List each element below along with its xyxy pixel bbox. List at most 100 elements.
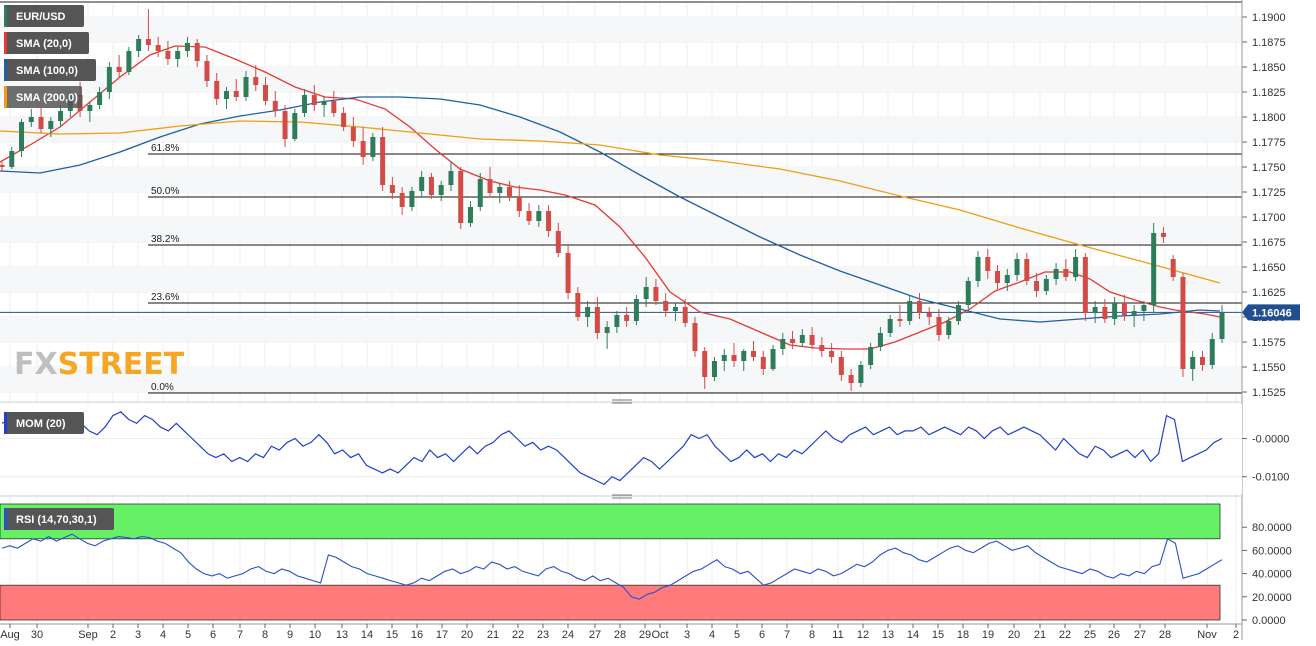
- candle-body: [116, 67, 122, 72]
- fibonacci-levels: 61.8% 50.0% 38.2% 23.6% 0.0%: [0, 143, 1242, 394]
- time-axis-label: 3: [684, 629, 690, 641]
- candle-body: [302, 95, 308, 113]
- splitter-handle-2[interactable]: [612, 494, 632, 499]
- candle-body: [507, 187, 513, 197]
- price-axis-label: 1.1700: [1252, 212, 1286, 224]
- candle-body: [58, 111, 64, 121]
- price-band: [0, 17, 1242, 42]
- candle-body: [672, 307, 678, 311]
- time-axis-label: 11: [832, 629, 843, 641]
- price-band: [0, 367, 1242, 392]
- rsi-axis-label: 20.0000: [1252, 592, 1292, 604]
- time-axis-label: 28: [614, 629, 626, 641]
- candle-body: [692, 323, 698, 351]
- time-axis-label: 28: [1159, 629, 1171, 641]
- candle-body: [1112, 303, 1118, 319]
- candle-body: [897, 319, 903, 321]
- splitter-handle-1[interactable]: [612, 399, 632, 404]
- time-axis-label: 13: [336, 629, 348, 641]
- time-axis-label: 7: [237, 629, 243, 641]
- candle-body: [760, 357, 766, 369]
- price-axis: 1.1900 1.1875 1.1850 1.1825 1.1800 1.1775 1.17…: [1242, 12, 1286, 399]
- current-price-tag: 1.16046: [1242, 304, 1300, 321]
- fxstreet-watermark: FXSTREET: [14, 347, 185, 382]
- time-axis-label: 25: [1084, 629, 1096, 641]
- time-axis: Aug 30 Sep 2 3 4 5 6 7 8 9 10 13 14 15 16 17 20 21 22 23 24 27…: [0, 623, 1242, 641]
- candle-body: [721, 355, 727, 361]
- candle-body: [497, 187, 503, 193]
- rsi-axis-label: 80.0000: [1252, 522, 1292, 534]
- candle-body: [829, 351, 835, 357]
- time-axis-label: 12: [857, 629, 869, 641]
- candle-body: [233, 91, 239, 97]
- price-axis-label: 1.1825: [1252, 87, 1286, 99]
- candle-body: [975, 257, 981, 281]
- candle-body: [1151, 233, 1157, 305]
- price-band: [0, 167, 1242, 192]
- legend-momentum-bg: [4, 412, 84, 434]
- time-axis-label: 24: [562, 629, 574, 641]
- candle-body: [370, 137, 376, 157]
- legend-sma200[interactable]: SMA (200,0): [4, 86, 82, 108]
- candle-body: [1219, 312, 1225, 339]
- time-axis-label: 22: [512, 629, 524, 641]
- sma200-line: [0, 120, 1221, 284]
- price-axis-label: 1.1800: [1252, 112, 1286, 124]
- price-axis-label: 1.1850: [1252, 62, 1286, 74]
- legend-sma20[interactable]: SMA (20,0): [4, 32, 89, 54]
- legend-rsi[interactable]: RSI (14,70,30,1): [4, 508, 114, 530]
- rsi-overbought-zone: [0, 503, 1221, 540]
- candle-body: [1209, 339, 1215, 365]
- candle-body: [1190, 357, 1196, 369]
- rsi-oversold-zone: [0, 584, 1221, 621]
- time-axis-label: 19: [982, 629, 994, 641]
- candle-body: [399, 193, 405, 207]
- sma100-line: [0, 96, 1221, 323]
- candle-body: [838, 357, 844, 375]
- fibonacci-label: 38.2%: [151, 234, 179, 245]
- time-axis-label: 8: [809, 629, 815, 641]
- candle-body: [409, 191, 415, 207]
- candle-body: [770, 349, 776, 369]
- time-axis-label: 17: [436, 629, 448, 641]
- fibonacci-label: 0.0%: [151, 382, 174, 393]
- candle-body: [741, 351, 747, 361]
- candle-body: [877, 333, 883, 347]
- candle-body: [311, 95, 317, 105]
- time-axis-label: 18: [957, 629, 969, 641]
- candle-body: [1160, 233, 1166, 237]
- candle-body: [204, 61, 210, 81]
- candle-body: [585, 307, 591, 317]
- fibonacci-label: 50.0%: [151, 186, 179, 197]
- time-axis-label: 21: [1034, 629, 1046, 641]
- fibonacci-label: 61.8%: [151, 143, 179, 154]
- legend-rsi-bg: [4, 508, 114, 530]
- candle-body: [467, 207, 473, 223]
- candle-body: [1092, 307, 1098, 313]
- candle-body: [223, 91, 229, 99]
- momentum-line: [1, 411, 1223, 486]
- time-axis-label: 2: [110, 629, 116, 641]
- price-axis-label: 1.1900: [1252, 12, 1286, 24]
- candle-body: [985, 257, 991, 271]
- candle-body: [380, 137, 386, 185]
- candle-body: [604, 327, 610, 333]
- price-axis-label: 1.1575: [1252, 337, 1286, 349]
- time-axis-label: 30: [31, 629, 43, 641]
- legend-momentum[interactable]: MOM (20): [4, 412, 84, 434]
- time-axis-label: 21: [487, 629, 499, 641]
- candle-body: [868, 347, 874, 365]
- legend-symbol[interactable]: EUR/USD: [4, 5, 84, 27]
- candle-body: [48, 121, 54, 129]
- time-axis-label: 7: [784, 629, 790, 641]
- time-axis-label: 4: [709, 629, 715, 641]
- legend-sma100[interactable]: SMA (100,0): [4, 59, 96, 81]
- candle-body: [682, 307, 688, 323]
- current-price-value: 1.16046: [1252, 307, 1292, 319]
- price-axis-label: 1.1775: [1252, 137, 1286, 149]
- candle-body: [711, 361, 717, 377]
- candle-body: [1170, 259, 1176, 277]
- candle-body: [1024, 259, 1030, 281]
- legend-sma20-swatch: [4, 32, 7, 54]
- legend-rsi-swatch: [4, 508, 7, 530]
